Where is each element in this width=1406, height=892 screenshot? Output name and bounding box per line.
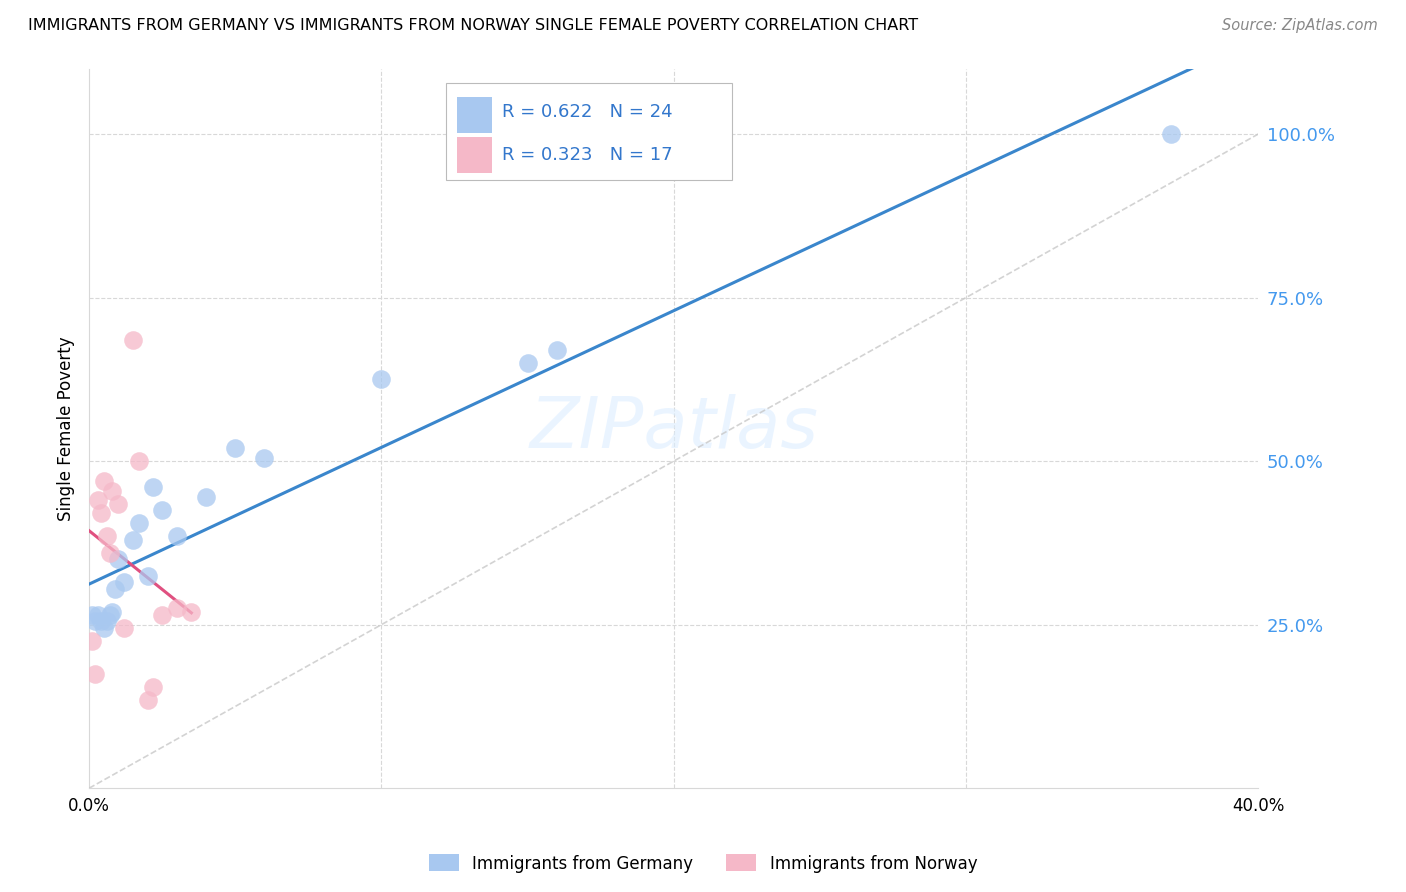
Point xyxy=(93,621,115,635)
Point xyxy=(90,615,112,629)
Point xyxy=(166,529,188,543)
Point xyxy=(98,546,121,560)
Point xyxy=(150,607,173,622)
Point xyxy=(80,607,103,622)
Point xyxy=(87,493,110,508)
Point xyxy=(87,607,110,622)
FancyBboxPatch shape xyxy=(457,136,492,173)
Legend: Immigrants from Germany, Immigrants from Norway: Immigrants from Germany, Immigrants from… xyxy=(422,847,984,880)
Point xyxy=(224,441,246,455)
Text: R = 0.622   N = 24: R = 0.622 N = 24 xyxy=(502,103,672,120)
Text: ZIPatlas: ZIPatlas xyxy=(529,394,818,463)
Point xyxy=(80,634,103,648)
Point xyxy=(142,480,165,494)
Point xyxy=(101,605,124,619)
Point xyxy=(166,601,188,615)
Point xyxy=(128,454,150,468)
Point xyxy=(516,356,538,370)
Point xyxy=(546,343,568,357)
Point xyxy=(136,568,159,582)
Point xyxy=(107,497,129,511)
FancyBboxPatch shape xyxy=(457,97,492,133)
Point xyxy=(128,516,150,531)
Point xyxy=(122,533,145,547)
Point xyxy=(180,605,202,619)
Point xyxy=(112,621,135,635)
Point xyxy=(150,503,173,517)
Point xyxy=(93,474,115,488)
Point xyxy=(1160,127,1182,141)
Point xyxy=(98,607,121,622)
Point xyxy=(107,552,129,566)
Point xyxy=(84,666,107,681)
Point xyxy=(195,490,218,504)
Y-axis label: Single Female Poverty: Single Female Poverty xyxy=(58,336,75,521)
Point xyxy=(84,615,107,629)
Text: IMMIGRANTS FROM GERMANY VS IMMIGRANTS FROM NORWAY SINGLE FEMALE POVERTY CORRELAT: IMMIGRANTS FROM GERMANY VS IMMIGRANTS FR… xyxy=(28,18,918,33)
Point xyxy=(96,615,118,629)
Point xyxy=(370,372,392,386)
Point xyxy=(104,582,127,596)
Point xyxy=(136,693,159,707)
FancyBboxPatch shape xyxy=(446,83,733,180)
Point xyxy=(122,333,145,347)
Point xyxy=(101,483,124,498)
Point xyxy=(142,680,165,694)
Point xyxy=(253,450,276,465)
Text: Source: ZipAtlas.com: Source: ZipAtlas.com xyxy=(1222,18,1378,33)
Text: R = 0.323   N = 17: R = 0.323 N = 17 xyxy=(502,146,672,164)
Point xyxy=(96,529,118,543)
Point xyxy=(112,575,135,590)
Point xyxy=(90,507,112,521)
